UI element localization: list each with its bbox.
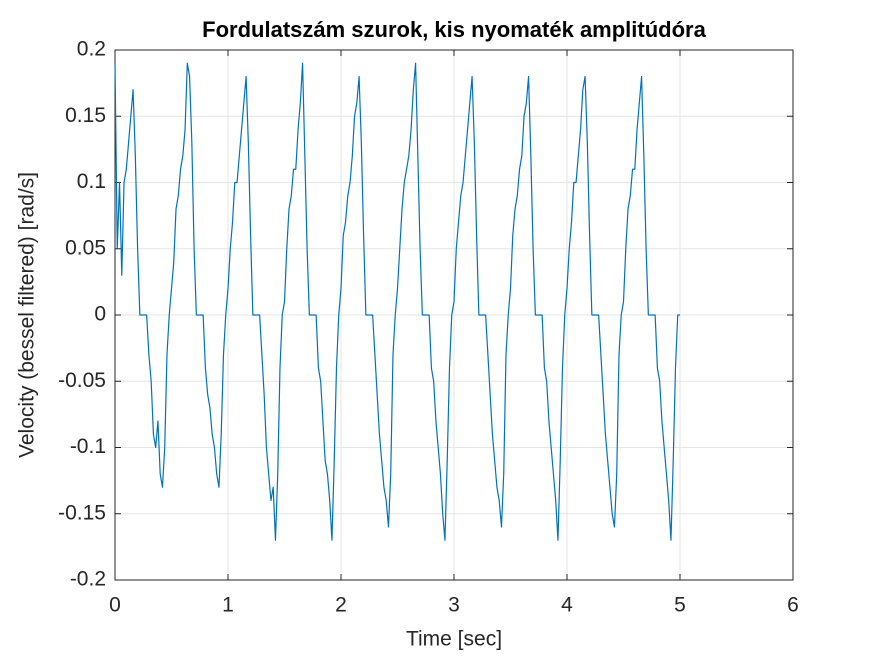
y-axis-label: Velocity (bessel filtered) [rad/s] (16, 172, 39, 458)
plot-box (114, 49, 794, 581)
y-tick-label: 0.15 (65, 104, 106, 127)
y-tick-label: -0.15 (58, 501, 106, 524)
y-tick-label: 0.2 (77, 38, 106, 61)
y-tick-label: 0 (94, 303, 106, 326)
y-tick-label: -0.05 (58, 369, 106, 392)
chart-title: Fordulatszám szurok, kis nyomaték amplit… (202, 17, 706, 42)
y-tick-label: -0.2 (70, 568, 106, 591)
y-tick-label: 0.05 (65, 236, 106, 259)
y-tick-label: 0.1 (77, 170, 106, 193)
x-tick-label: 4 (561, 594, 573, 617)
x-tick-label: 1 (222, 594, 234, 617)
x-tick-label: 3 (448, 594, 460, 617)
x-tick-label: 0 (109, 594, 121, 617)
x-tick-label: 2 (335, 594, 347, 617)
y-tick-label: -0.1 (70, 435, 106, 458)
x-tick-label: 5 (674, 594, 686, 617)
x-axis-label: Time [sec] (406, 628, 502, 651)
x-tick-label: 6 (787, 594, 799, 617)
data-line (114, 62, 680, 541)
